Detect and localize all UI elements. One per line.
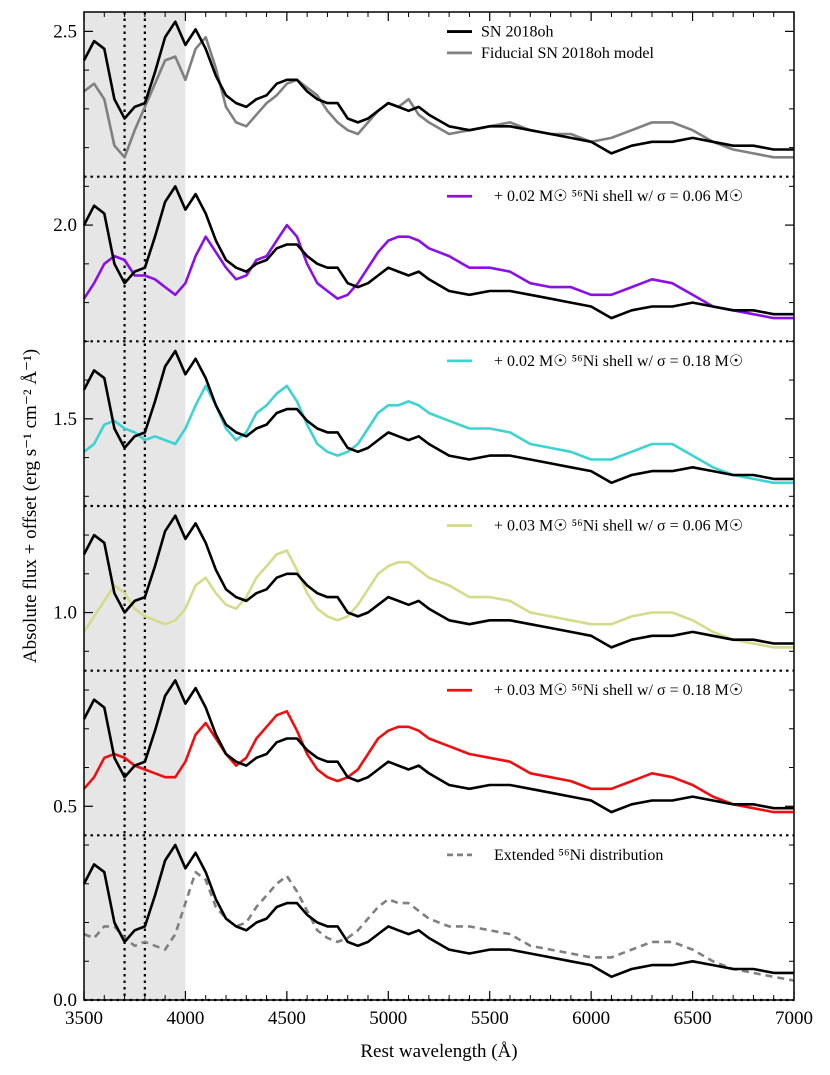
x-tick-label: 4000 [166, 1008, 204, 1029]
panel-separators-layer [84, 175, 794, 1002]
model-series-panel-3 [83, 384, 794, 485]
legend-layer: SN 2018oh Fiducial SN 2018oh model + 0.02 … [447, 24, 743, 864]
y-tick-label: 0.5 [53, 796, 77, 817]
observed-series-panel-3 [82, 349, 794, 485]
x-tick-label: 6500 [674, 1008, 712, 1029]
model-series-panel-2 [82, 223, 794, 320]
legend-label: SN 2018oh [481, 24, 553, 41]
x-axis-title: Rest wavelength (Å) [360, 1041, 517, 1062]
plot-frame [83, 11, 795, 1001]
y-tick-label: 0.0 [53, 990, 77, 1011]
legend-label: + 0.03 M☉ ⁵⁶Ni shell w/ σ = 0.06 M☉ [494, 518, 743, 535]
observed-series-panel-4 [82, 514, 794, 649]
series-layer [82, 20, 795, 982]
observed-series-panel-2 [82, 185, 794, 320]
y-axis-title: Absolute flux + offset (erg s⁻¹ cm⁻² Å⁻¹… [20, 349, 41, 663]
observed-series-panel-5 [82, 679, 794, 814]
y-tick-label: 2.5 [53, 21, 77, 42]
observed-series-panel-6 [82, 843, 794, 979]
legend-label: + 0.03 M☉ ⁵⁶Ni shell w/ σ = 0.18 M☉ [494, 682, 743, 699]
y-tick-label: 1.0 [53, 603, 77, 624]
model-series-panel-1 [83, 35, 794, 159]
legend-label: Fiducial SN 2018oh model [481, 45, 654, 62]
x-tick-label: 6000 [572, 1008, 610, 1029]
x-tick-label: 4500 [268, 1008, 306, 1029]
ticks-layer: 3500 4000 4500 5000 5500 6000 6500 7000 0.0 0.5 1.… [53, 12, 813, 1029]
legend-label: + 0.02 M☉ ⁵⁶Ni shell w/ σ = 0.18 M☉ [494, 353, 743, 370]
y-tick-label: 2.0 [53, 215, 77, 236]
observed-series-panel-1 [82, 20, 794, 155]
x-tick-label: 5000 [369, 1008, 407, 1029]
legend-label: + 0.02 M☉ ⁵⁶Ni shell w/ σ = 0.06 M☉ [494, 188, 743, 205]
y-tick-label: 1.5 [53, 409, 77, 430]
legend-label: Extended ⁵⁶Ni distribution [494, 847, 663, 864]
x-tick-label: 3500 [65, 1008, 103, 1029]
x-tick-label: 7000 [775, 1008, 813, 1029]
model-series-panel-4 [82, 549, 794, 649]
x-tick-label: 5500 [471, 1008, 509, 1029]
model-series-panel-6 [83, 870, 795, 982]
